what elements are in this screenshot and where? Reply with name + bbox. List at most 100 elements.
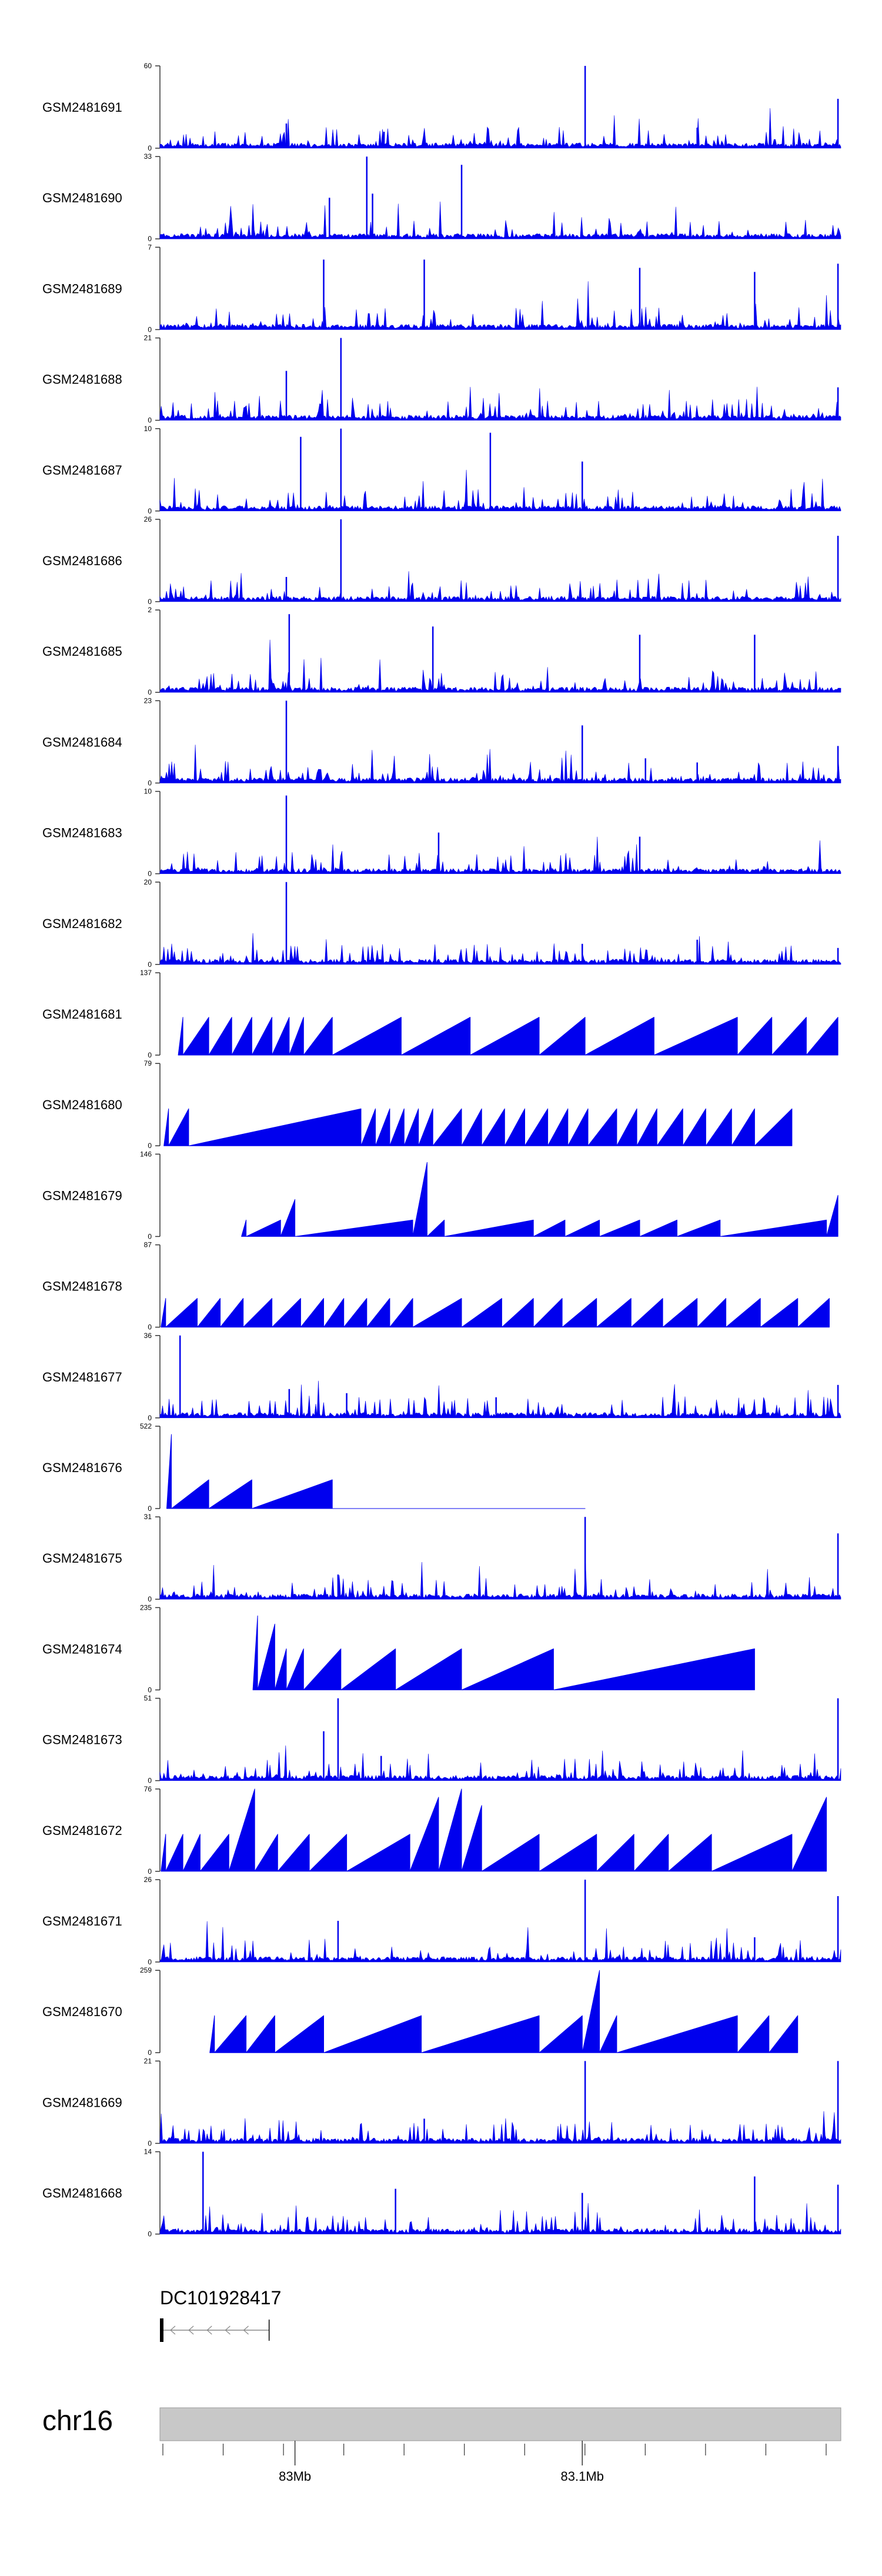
- y-max-label: 87: [144, 1241, 152, 1249]
- track-label: GSM2481688: [42, 372, 122, 387]
- track-label: GSM2481672: [42, 1823, 122, 1838]
- track-GSM2481680: GSM2481680 79 0: [42, 1059, 793, 1150]
- track-GSM2481688: GSM2481688 21 0: [42, 334, 841, 425]
- y-min-label: 0: [148, 507, 152, 515]
- axis-tick-label: 83.1Mb: [561, 2469, 604, 2484]
- axis-tick-label: 83Mb: [279, 2469, 311, 2484]
- track-GSM2481672: GSM2481672 76 0: [42, 1785, 827, 1876]
- track-label: GSM2481669: [42, 2095, 122, 2110]
- y-min-label: 0: [148, 1414, 152, 1422]
- signal-area: [252, 1615, 755, 1690]
- track-label: GSM2481685: [42, 644, 122, 659]
- track-GSM2481679: GSM2481679 146 0: [42, 1150, 838, 1240]
- signal-area: [159, 1921, 841, 1963]
- y-max-label: 20: [144, 878, 152, 886]
- signal-tracks: GSM2481691600GSM2481690330GSM248168970GS…: [42, 62, 841, 2238]
- y-max-label: 259: [140, 1966, 152, 1974]
- track-GSM2481683: GSM2481683 10 0: [42, 788, 841, 878]
- y-min-label: 0: [148, 2139, 152, 2147]
- track-GSM2481682: GSM2481682 20 0: [42, 878, 841, 969]
- track-label: GSM2481676: [42, 1460, 122, 1475]
- y-max-label: 137: [140, 969, 152, 977]
- track-GSM2481669: GSM2481669 21 0: [42, 2057, 841, 2147]
- track-label: GSM2481670: [42, 2004, 122, 2019]
- signal-area: [159, 2203, 841, 2234]
- track-label: GSM2481690: [42, 191, 122, 205]
- y-min-label: 0: [148, 144, 152, 152]
- y-max-label: 10: [144, 788, 152, 796]
- track-GSM2481686: GSM2481686 26 0: [42, 515, 841, 606]
- track-GSM2481671: GSM2481671 26 0: [42, 1876, 841, 1966]
- y-max-label: 26: [144, 1876, 152, 1884]
- strand-arrow: [243, 2325, 249, 2335]
- signal-area: [178, 1017, 838, 1056]
- track-label: GSM2481686: [42, 553, 122, 568]
- track-label: GSM2481683: [42, 826, 122, 840]
- track-GSM2481675: GSM2481675 31 0: [42, 1513, 841, 1603]
- y-min-label: 0: [148, 688, 152, 696]
- signal-area: [159, 836, 841, 874]
- track-GSM2481670: GSM2481670 259 0: [42, 1966, 799, 2057]
- y-min-label: 0: [148, 1051, 152, 1059]
- signal-area: [159, 933, 841, 965]
- signal-area: [159, 639, 841, 693]
- signal-area: [159, 571, 841, 602]
- track-label: GSM2481682: [42, 916, 122, 931]
- track-label: GSM2481675: [42, 1551, 122, 1566]
- track-label: GSM2481681: [42, 1007, 122, 1022]
- track-GSM2481681: GSM2481681 137 0: [42, 969, 838, 1059]
- signal-area: [159, 386, 841, 421]
- track-GSM2481677: GSM2481677 36 0: [42, 1332, 841, 1422]
- track-GSM2481691: GSM2481691 60 0: [42, 62, 841, 152]
- y-min-label: 0: [148, 960, 152, 969]
- y-min-label: 0: [148, 416, 152, 425]
- strand-arrow: [225, 2325, 230, 2335]
- y-max-label: 522: [140, 1422, 152, 1430]
- track-label: GSM2481673: [42, 1733, 122, 1747]
- signal-area: [159, 2111, 841, 2144]
- y-max-label: 76: [144, 1785, 152, 1793]
- y-max-label: 33: [144, 152, 152, 161]
- y-min-label: 0: [148, 1232, 152, 1240]
- y-min-label: 0: [148, 325, 152, 333]
- track-label: GSM2481689: [42, 281, 122, 296]
- track-label: GSM2481678: [42, 1279, 122, 1294]
- track-label: GSM2481680: [42, 1097, 122, 1112]
- y-min-label: 0: [148, 1504, 152, 1513]
- track-label: GSM2481671: [42, 1914, 122, 1928]
- track-label: GSM2481691: [42, 100, 122, 115]
- strand-arrow: [206, 2325, 212, 2335]
- track-GSM2481674: GSM2481674 235 0: [42, 1603, 755, 1694]
- signal-area: [159, 201, 841, 239]
- y-min-label: 0: [148, 598, 152, 606]
- y-max-label: 10: [144, 425, 152, 433]
- gene-model: [160, 2318, 270, 2342]
- y-max-label: 146: [140, 1150, 152, 1158]
- y-min-label: 0: [148, 1686, 152, 1694]
- strand-arrow: [170, 2325, 176, 2335]
- y-min-label: 0: [148, 2230, 152, 2238]
- gene-label: DC101928417: [160, 2287, 281, 2308]
- signal-area: [161, 1298, 830, 1328]
- y-min-label: 0: [148, 1595, 152, 1603]
- signal-area: [163, 1108, 793, 1146]
- track-GSM2481673: GSM2481673 51 0: [42, 1694, 841, 1785]
- y-max-label: 26: [144, 515, 152, 523]
- y-min-label: 0: [148, 1867, 152, 1876]
- y-max-label: 36: [144, 1332, 152, 1340]
- track-GSM2481684: GSM2481684 23 0: [42, 696, 841, 787]
- y-max-label: 2: [148, 606, 152, 614]
- y-max-label: 21: [144, 334, 152, 342]
- y-min-label: 0: [148, 235, 152, 243]
- y-max-label: 23: [144, 696, 152, 705]
- chromosome-label: chr16: [42, 2405, 113, 2437]
- signal-area: [159, 108, 841, 149]
- ideogram-track: chr16: [42, 2405, 841, 2441]
- signal-area: [166, 1434, 586, 1509]
- genomic-axis: 83Mb 83.1Mb: [162, 2441, 827, 2484]
- y-min-label: 0: [148, 779, 152, 787]
- signal-area: [209, 1970, 799, 2053]
- track-GSM2481676: GSM2481676 522 0: [42, 1422, 586, 1513]
- track-label: GSM2481679: [42, 1188, 122, 1203]
- y-max-label: 79: [144, 1059, 152, 1067]
